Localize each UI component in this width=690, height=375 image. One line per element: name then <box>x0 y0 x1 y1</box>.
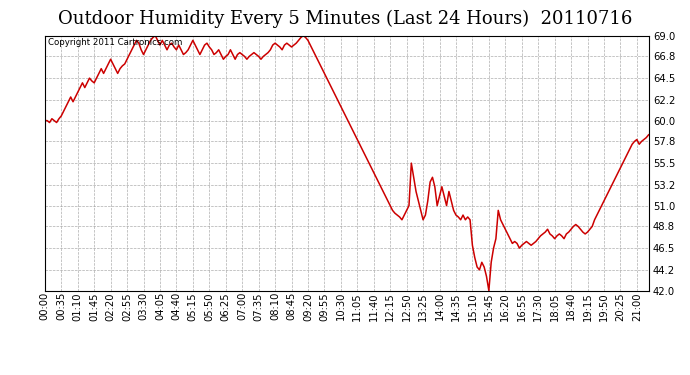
Text: Copyright 2011 Cartronics.com: Copyright 2011 Cartronics.com <box>48 38 182 47</box>
Text: Outdoor Humidity Every 5 Minutes (Last 24 Hours)  20110716: Outdoor Humidity Every 5 Minutes (Last 2… <box>58 9 632 28</box>
